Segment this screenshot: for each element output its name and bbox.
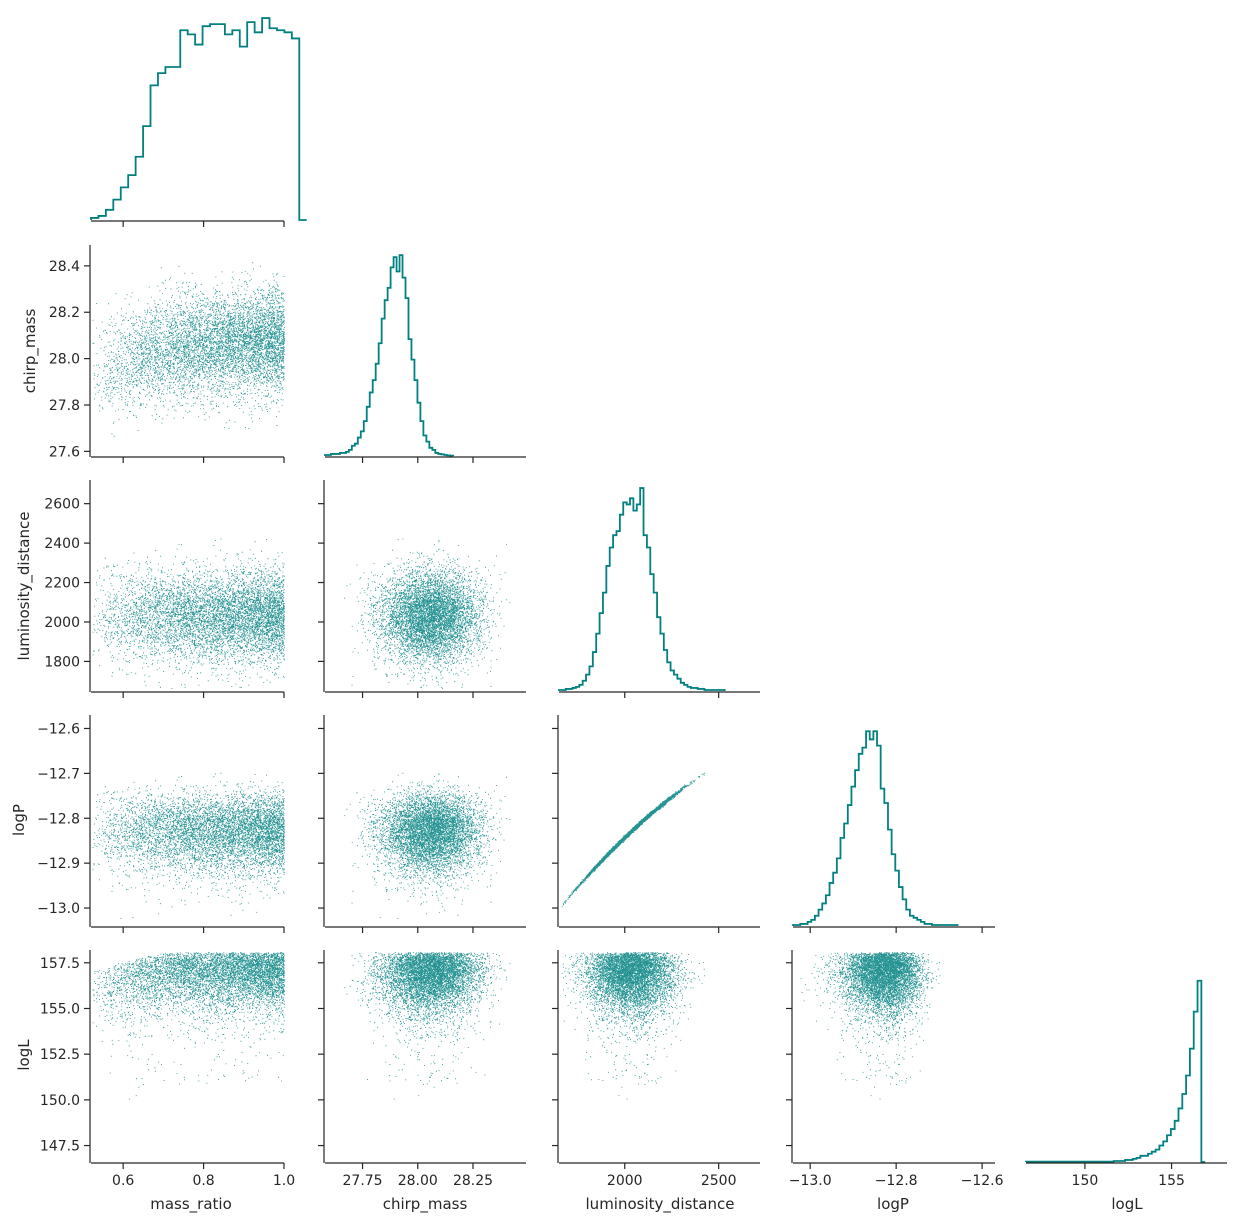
histogram-chirp_mass <box>324 254 455 457</box>
y-axis-label-luminosity-distance: luminosity_distance <box>15 512 34 661</box>
histogram-step-line <box>558 487 726 691</box>
y-tick-label: 2200 <box>44 576 80 592</box>
y-axis-label-logp: logP <box>10 804 28 836</box>
y-tick-label: 2600 <box>44 497 80 513</box>
scatter-mass_ratio-vs-luminosity_distance <box>92 538 285 689</box>
y-tick-label: 157.5 <box>40 956 80 972</box>
scatter-points <box>92 262 285 437</box>
scatter-points <box>92 951 285 1100</box>
y-tick-label: 2000 <box>44 615 80 631</box>
x-tick-label: 27.75 <box>343 1173 383 1189</box>
y-tick-label: 28.2 <box>49 305 80 321</box>
scatter-chirp_mass-vs-logP <box>344 772 511 919</box>
y-tick-label: 1800 <box>44 654 80 670</box>
x-tick-label: 0.6 <box>112 1173 134 1189</box>
y-tick-label: 2400 <box>44 536 80 552</box>
scatter-chirp_mass-vs-logL <box>344 951 511 1100</box>
x-tick-label: 2000 <box>607 1173 643 1189</box>
scatter-points <box>800 951 941 1100</box>
x-tick-label: 1.0 <box>273 1173 295 1189</box>
scatter-mass_ratio-vs-logP <box>92 772 285 919</box>
y-tick-label: 147.5 <box>40 1139 80 1155</box>
y-tick-label: 155.0 <box>40 1001 80 1017</box>
y-tick-label: 150.0 <box>40 1093 80 1109</box>
x-tick-label: 28.25 <box>453 1173 493 1189</box>
scatter-points <box>92 772 285 919</box>
scatter-points <box>92 538 285 689</box>
histogram-step-line <box>792 730 959 926</box>
histogram-logP <box>792 730 959 926</box>
x-axis-label-mass-ratio: mass_ratio <box>150 1195 232 1214</box>
scatter-points <box>561 772 706 908</box>
y-tick-label: −12.9 <box>37 856 80 872</box>
y-tick-label: −12.7 <box>37 766 80 782</box>
scatter-logP-vs-logL <box>800 951 941 1100</box>
histogram-mass_ratio <box>90 17 307 221</box>
y-tick-label: 28.4 <box>49 259 80 275</box>
x-tick-label: −13.0 <box>789 1173 832 1189</box>
x-axis-label-logl: logL <box>1111 1195 1143 1213</box>
scatter-points <box>344 951 511 1100</box>
y-axis-label-logl: logL <box>15 1039 33 1071</box>
x-tick-label: 2500 <box>701 1173 737 1189</box>
corner-plot-panels: 150 155 27.6 27.8 28.0 28.2 28.4 1800 2000 2200 24… <box>37 17 1227 1189</box>
histogram-step-line <box>1025 979 1206 1163</box>
y-tick-label: 28.0 <box>49 352 80 368</box>
scatter-mass_ratio-vs-logL <box>92 951 285 1100</box>
y-tick-label: 27.6 <box>49 444 80 460</box>
x-tick-label: 28.00 <box>398 1173 438 1189</box>
axis-labels: mass_ratio chirp_mass luminosity_distanc… <box>10 309 1143 1214</box>
scatter-points <box>561 951 706 1100</box>
y-tick-label: −12.6 <box>37 721 80 737</box>
y-tick-label: 27.8 <box>49 398 80 414</box>
x-tick-label: 155 <box>1158 1173 1185 1189</box>
scatter-luminosity_distance-vs-logL <box>561 951 706 1100</box>
y-tick-label: −13.0 <box>37 901 80 917</box>
y-tick-label: −12.8 <box>37 811 80 827</box>
x-tick-label: 150 <box>1072 1173 1099 1189</box>
x-tick-label: −12.8 <box>875 1173 918 1189</box>
x-axis-label-chirp-mass: chirp_mass <box>383 1195 468 1214</box>
y-axis-label-chirp-mass: chirp_mass <box>21 309 40 394</box>
scatter-points <box>344 772 511 919</box>
scatter-luminosity_distance-vs-logP <box>561 772 706 908</box>
x-tick-label: −12.6 <box>961 1173 1004 1189</box>
x-axis-label-logp: logP <box>877 1195 909 1213</box>
y-tick-label: 152.5 <box>40 1047 80 1063</box>
x-tick-label: 0.8 <box>192 1173 214 1189</box>
scatter-mass_ratio-vs-chirp_mass <box>92 262 285 437</box>
scatter-points <box>344 538 511 689</box>
scatter-chirp_mass-vs-luminosity_distance <box>344 538 511 689</box>
histogram-step-line <box>90 17 307 221</box>
histogram-step-line <box>324 254 455 457</box>
x-axis-label-luminosity-distance: luminosity_distance <box>586 1195 735 1214</box>
histogram-logL <box>1025 979 1206 1163</box>
histogram-luminosity_distance <box>558 487 726 691</box>
